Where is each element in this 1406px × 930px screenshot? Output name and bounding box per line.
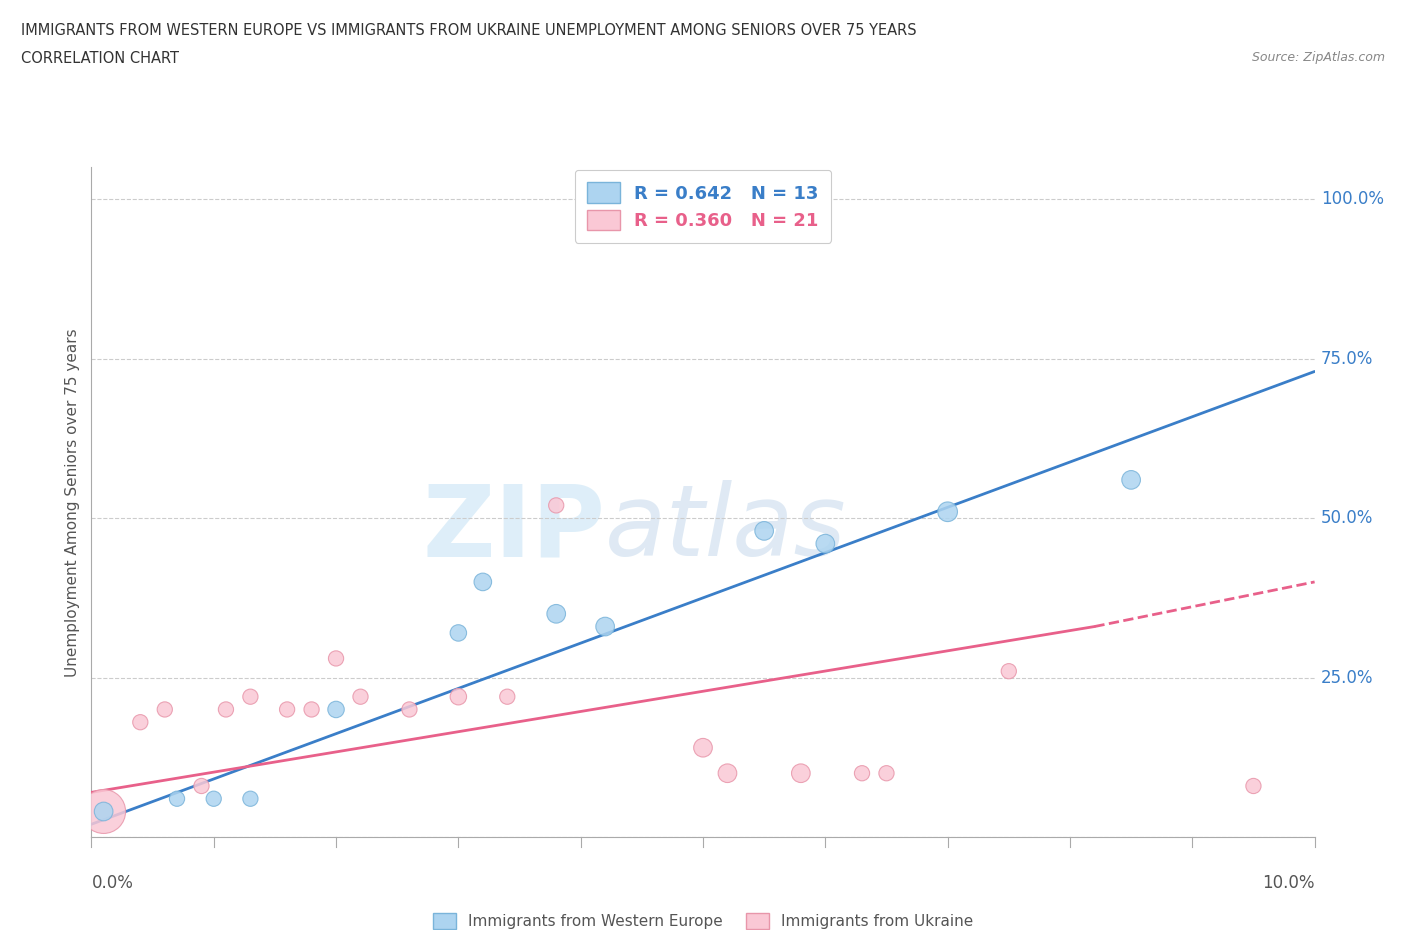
Point [166, 791, 188, 806]
Point [276, 702, 298, 717]
Point [790, 765, 813, 780]
Point [875, 765, 898, 780]
Point [447, 626, 470, 641]
Text: 50.0%: 50.0% [1320, 509, 1374, 527]
Point [325, 702, 347, 717]
Point [546, 498, 568, 512]
Text: 0.0%: 0.0% [91, 874, 134, 892]
Point [593, 619, 616, 634]
Text: 25.0%: 25.0% [1320, 669, 1374, 686]
Y-axis label: Unemployment Among Seniors over 75 years: Unemployment Among Seniors over 75 years [65, 328, 80, 676]
Point [202, 791, 225, 806]
Point [471, 575, 494, 590]
Point [215, 702, 238, 717]
Point [1243, 778, 1265, 793]
Point [447, 689, 470, 704]
Point [936, 504, 959, 519]
Point [496, 689, 519, 704]
Point [129, 715, 152, 730]
Text: CORRELATION CHART: CORRELATION CHART [21, 51, 179, 66]
Point [93, 804, 115, 819]
Point [190, 778, 212, 793]
Point [153, 702, 176, 717]
Point [546, 606, 568, 621]
Text: IMMIGRANTS FROM WESTERN EUROPE VS IMMIGRANTS FROM UKRAINE UNEMPLOYMENT AMONG SEN: IMMIGRANTS FROM WESTERN EUROPE VS IMMIGR… [21, 23, 917, 38]
Point [93, 804, 115, 819]
Text: 75.0%: 75.0% [1320, 350, 1374, 367]
Point [239, 791, 262, 806]
Text: 10.0%: 10.0% [1263, 874, 1315, 892]
Point [851, 765, 873, 780]
Point [239, 689, 262, 704]
Point [814, 537, 837, 551]
Point [754, 524, 776, 538]
Point [1121, 472, 1143, 487]
Point [349, 689, 371, 704]
Text: Source: ZipAtlas.com: Source: ZipAtlas.com [1251, 51, 1385, 64]
Point [692, 740, 714, 755]
Point [398, 702, 420, 717]
Point [325, 651, 347, 666]
Legend: Immigrants from Western Europe, Immigrants from Ukraine: Immigrants from Western Europe, Immigran… [425, 905, 981, 930]
Text: 100.0%: 100.0% [1320, 191, 1384, 208]
Point [716, 765, 738, 780]
Text: atlas: atlas [605, 481, 846, 578]
Point [998, 664, 1021, 679]
Point [301, 702, 323, 717]
Text: ZIP: ZIP [422, 481, 605, 578]
